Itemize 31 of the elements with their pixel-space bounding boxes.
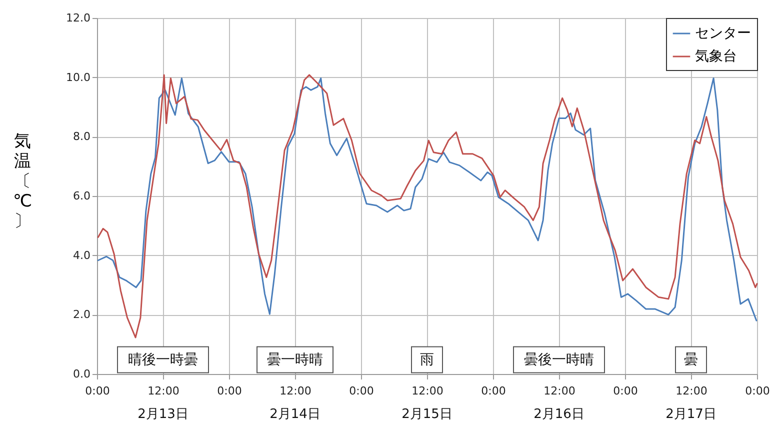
y-tick-label: 0.0 <box>73 368 90 380</box>
x-tick-label: 12:00 <box>412 384 444 398</box>
x-tick-label: 0:00 <box>217 384 242 398</box>
x-tick-label: 0:00 <box>481 384 506 398</box>
text: 2月17日 <box>666 407 716 422</box>
annotation: 曇 <box>684 352 698 368</box>
x-tick-label: 0:00 <box>85 384 110 398</box>
x-tick-label: 0:00 <box>745 384 770 398</box>
annotation: 晴後一時曇 <box>128 352 198 368</box>
legend-label: 気象台 <box>695 48 737 64</box>
y-tick-label: 10.0 <box>66 70 90 84</box>
y-tick-label: 4.0 <box>73 248 90 262</box>
y-tick-label: 8.0 <box>73 130 90 144</box>
x-tick-label: 12:00 <box>280 384 312 398</box>
x-tick-label: 0:00 <box>613 384 638 398</box>
annotation: 曇後一時晴 <box>524 352 594 368</box>
y-tick-label: 2.0 <box>73 308 90 322</box>
x-tick-label: 12:00 <box>148 384 180 398</box>
y-tick-label: 6.0 <box>73 190 90 202</box>
y-tick-label: 12.0 <box>66 12 90 24</box>
annotation: 曇一時晴 <box>267 352 323 368</box>
text: 2月13日 <box>138 407 188 422</box>
x-tick-label: 12:00 <box>676 384 708 398</box>
annotation: 雨 <box>420 352 434 368</box>
text: 2月16日 <box>534 407 584 422</box>
text: 2月15日 <box>402 407 452 422</box>
x-tick-label: 0:00 <box>349 384 374 398</box>
y-axis-title: 気温〔℃〕 <box>12 132 32 232</box>
legend-label: センター <box>695 26 751 42</box>
text: 2月14日 <box>270 407 320 422</box>
x-tick-label: 12:00 <box>544 384 576 398</box>
